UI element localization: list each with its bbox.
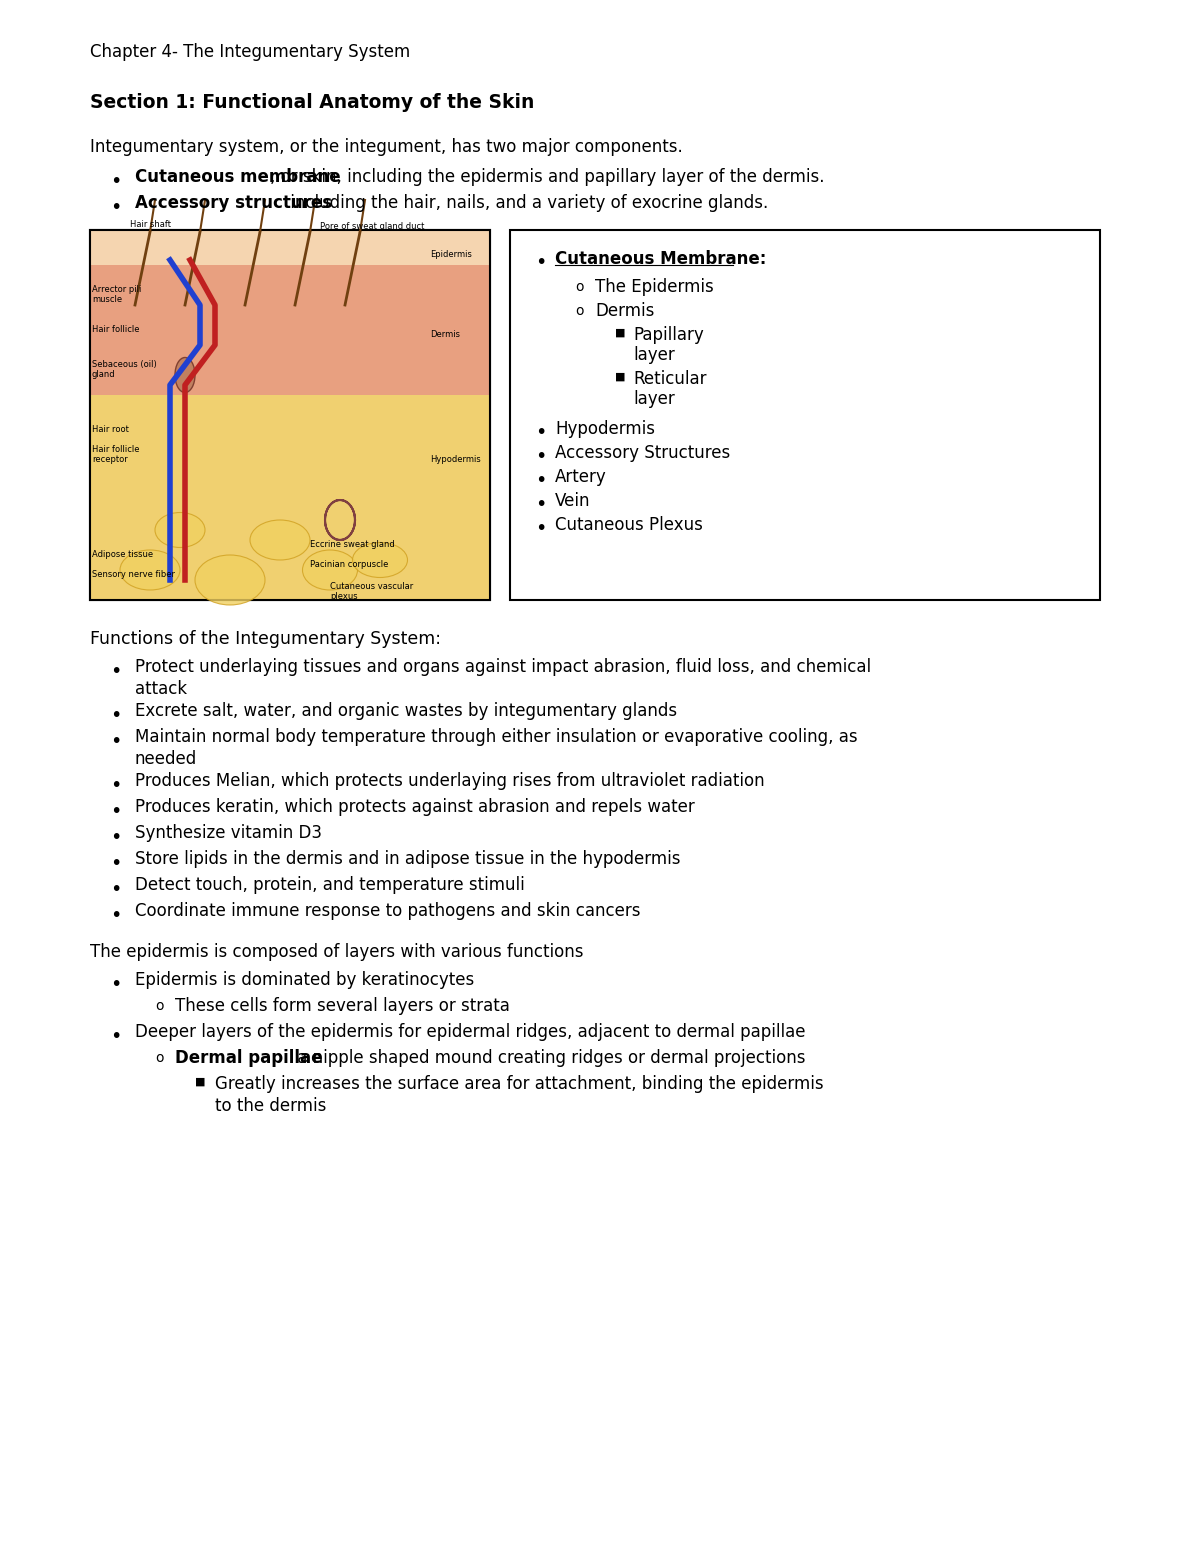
- Text: Deeper layers of the epidermis for epidermal ridges, adjacent to dermal papillae: Deeper layers of the epidermis for epide…: [134, 1023, 805, 1041]
- Text: •: •: [110, 731, 121, 752]
- Text: Pore of sweat gland duct: Pore of sweat gland duct: [320, 222, 425, 231]
- Text: Hair shaft: Hair shaft: [130, 221, 172, 228]
- Text: to the dermis: to the dermis: [215, 1096, 326, 1115]
- Text: Eccrine sweat gland: Eccrine sweat gland: [310, 540, 395, 550]
- Text: Arrector pili
muscle: Arrector pili muscle: [92, 286, 142, 304]
- Text: •: •: [535, 253, 546, 272]
- Text: ■: ■: [616, 328, 625, 339]
- Text: Cutaneous membrane: Cutaneous membrane: [134, 168, 341, 186]
- Bar: [90, 230, 490, 599]
- Text: Section 1: Functional Anatomy of the Skin: Section 1: Functional Anatomy of the Ski…: [90, 93, 534, 112]
- Text: Hair root: Hair root: [92, 426, 128, 433]
- Text: Epidermis: Epidermis: [430, 250, 472, 259]
- Text: Hypodermis: Hypodermis: [554, 419, 655, 438]
- Text: o: o: [575, 280, 583, 294]
- Bar: [90, 230, 490, 266]
- Text: Dermal papillae: Dermal papillae: [175, 1048, 323, 1067]
- Text: •: •: [535, 447, 546, 466]
- Text: These cells form several layers or strata: These cells form several layers or strat…: [175, 997, 510, 1016]
- Text: Cutaneous Membrane:: Cutaneous Membrane:: [554, 250, 767, 269]
- Text: attack: attack: [134, 680, 187, 697]
- Ellipse shape: [175, 357, 194, 393]
- Text: o: o: [155, 1051, 163, 1065]
- Bar: [90, 266, 490, 394]
- Text: Dermis: Dermis: [430, 329, 460, 339]
- Text: ■: ■: [194, 1076, 205, 1087]
- Text: •: •: [110, 172, 121, 191]
- Text: layer: layer: [634, 346, 674, 363]
- Text: Cutaneous vascular
plexus: Cutaneous vascular plexus: [330, 582, 413, 601]
- Text: Papillary: Papillary: [634, 326, 703, 345]
- Text: •: •: [535, 495, 546, 514]
- Text: Maintain normal body temperature through either insulation or evaporative coolin: Maintain normal body temperature through…: [134, 728, 858, 745]
- Text: Accessory Structures: Accessory Structures: [554, 444, 731, 461]
- Text: The Epidermis: The Epidermis: [595, 278, 714, 297]
- Text: The epidermis is composed of layers with various functions: The epidermis is composed of layers with…: [90, 943, 583, 961]
- Text: Detect touch, protein, and temperature stimuli: Detect touch, protein, and temperature s…: [134, 876, 524, 895]
- Text: Chapter 4- The Integumentary System: Chapter 4- The Integumentary System: [90, 43, 410, 61]
- Text: Synthesize vitamin D3: Synthesize vitamin D3: [134, 825, 322, 842]
- Text: Vein: Vein: [554, 492, 590, 509]
- Text: Accessory structures: Accessory structures: [134, 194, 332, 213]
- Text: Produces keratin, which protects against abrasion and repels water: Produces keratin, which protects against…: [134, 798, 695, 815]
- Text: •: •: [110, 707, 121, 725]
- Ellipse shape: [120, 550, 180, 590]
- Text: Reticular: Reticular: [634, 370, 707, 388]
- Text: •: •: [535, 519, 546, 537]
- Bar: [90, 394, 490, 599]
- Text: Integumentary system, or the integument, has two major components.: Integumentary system, or the integument,…: [90, 138, 683, 155]
- Text: Sensory nerve fiber: Sensory nerve fiber: [92, 570, 175, 579]
- Text: Epidermis is dominated by keratinocytes: Epidermis is dominated by keratinocytes: [134, 971, 474, 989]
- Bar: [90, 230, 490, 599]
- Text: Adipose tissue: Adipose tissue: [92, 550, 154, 559]
- Text: •: •: [110, 776, 121, 795]
- Text: ■: ■: [616, 373, 625, 382]
- Text: Sebaceous (oil)
gland: Sebaceous (oil) gland: [92, 360, 157, 379]
- Ellipse shape: [302, 550, 358, 590]
- Text: Pacinian corpuscle: Pacinian corpuscle: [310, 561, 389, 568]
- Text: Dermis: Dermis: [595, 301, 654, 320]
- Text: •: •: [110, 975, 121, 994]
- Text: •: •: [110, 1027, 121, 1047]
- Text: layer: layer: [634, 390, 674, 408]
- Text: Artery: Artery: [554, 467, 607, 486]
- Text: •: •: [110, 905, 121, 926]
- Text: o: o: [575, 304, 583, 318]
- Text: Hypodermis: Hypodermis: [430, 455, 481, 464]
- Text: a nipple shaped mound creating ridges or dermal projections: a nipple shaped mound creating ridges or…: [292, 1048, 805, 1067]
- Text: , or skin, including the epidermis and papillary layer of the dermis.: , or skin, including the epidermis and p…: [270, 168, 824, 186]
- Ellipse shape: [194, 554, 265, 606]
- Ellipse shape: [155, 512, 205, 548]
- Text: •: •: [110, 801, 121, 822]
- Text: needed: needed: [134, 750, 197, 769]
- Text: •: •: [535, 422, 546, 443]
- Text: Produces Melian, which protects underlaying rises from ultraviolet radiation: Produces Melian, which protects underlay…: [134, 772, 764, 790]
- Ellipse shape: [250, 520, 310, 561]
- Text: •: •: [110, 662, 121, 682]
- Bar: [510, 230, 1100, 599]
- Text: Store lipids in the dermis and in adipose tissue in the hypodermis: Store lipids in the dermis and in adipos…: [134, 849, 680, 868]
- Text: Excrete salt, water, and organic wastes by integumentary glands: Excrete salt, water, and organic wastes …: [134, 702, 677, 721]
- Text: •: •: [110, 828, 121, 846]
- Text: Hair follicle: Hair follicle: [92, 325, 139, 334]
- Text: Cutaneous Plexus: Cutaneous Plexus: [554, 516, 703, 534]
- Text: •: •: [535, 471, 546, 491]
- Text: •: •: [110, 854, 121, 873]
- Text: including the hair, nails, and a variety of exocrine glands.: including the hair, nails, and a variety…: [286, 194, 768, 213]
- Text: •: •: [110, 197, 121, 217]
- Ellipse shape: [353, 542, 408, 578]
- Text: Coordinate immune response to pathogens and skin cancers: Coordinate immune response to pathogens …: [134, 902, 641, 919]
- Text: •: •: [110, 881, 121, 899]
- Text: o: o: [155, 999, 163, 1013]
- Text: Greatly increases the surface area for attachment, binding the epidermis: Greatly increases the surface area for a…: [215, 1075, 823, 1093]
- Text: Functions of the Integumentary System:: Functions of the Integumentary System:: [90, 631, 442, 648]
- Text: Protect underlaying tissues and organs against impact abrasion, fluid loss, and : Protect underlaying tissues and organs a…: [134, 658, 871, 676]
- Text: Hair follicle
receptor: Hair follicle receptor: [92, 446, 139, 464]
